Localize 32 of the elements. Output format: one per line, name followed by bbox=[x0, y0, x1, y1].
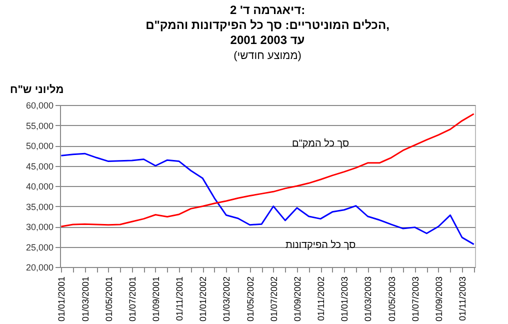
y-axis-title: מליוני ש"ח bbox=[10, 84, 64, 96]
y-tick-label: 50,000 bbox=[26, 141, 54, 151]
series-label: סך כל הפיקדונות bbox=[285, 238, 356, 251]
x-tick-label: 01/03/2003 bbox=[363, 276, 374, 322]
x-tick-label: 01/09/2001 bbox=[150, 276, 161, 322]
y-tick-label: 60,000 bbox=[26, 100, 54, 110]
y-tick-label: 25,000 bbox=[26, 242, 54, 252]
x-tick-label: 01/01/2001 bbox=[56, 276, 67, 322]
chart-subtitle: (ממוצע חודשי) bbox=[234, 50, 302, 62]
series-label: סך כל המק"ם bbox=[292, 138, 350, 150]
chart-title: דיאגרמה ד' 2: הכלים המוניטריים: סך כל הפיקדונות והמק"ם, 2001 עד 2003 bbox=[146, 3, 390, 47]
x-tick-label: 01/01/2002 bbox=[198, 276, 208, 322]
x-tick-label: 01/05/2001 bbox=[104, 276, 114, 322]
y-tick-label: 35,000 bbox=[26, 202, 54, 212]
x-tick-label: 01/01/2003 bbox=[340, 276, 350, 322]
y-tick-label: 40,000 bbox=[26, 182, 54, 192]
x-tick-label: 01/09/2002 bbox=[292, 276, 302, 322]
x-tick-label: 01/11/2001 bbox=[174, 276, 185, 321]
x-tick-label: 01/11/2002 bbox=[316, 276, 326, 321]
x-tick-label: 01/07/2001 bbox=[127, 276, 138, 322]
x-tick-label: 01/11/2003 bbox=[458, 276, 468, 321]
y-tick-label: 30,000 bbox=[26, 222, 54, 232]
y-tick-label: 20,000 bbox=[26, 262, 54, 272]
x-tick-label: 01/03/2002 bbox=[222, 276, 232, 322]
x-tick-label: 01/07/2003 bbox=[410, 276, 420, 322]
x-tick-label: 01/05/2002 bbox=[245, 276, 256, 322]
x-tick-label: 01/07/2002 bbox=[268, 276, 279, 322]
y-tick-label: 55,000 bbox=[26, 120, 54, 131]
y-tick-label: 45,000 bbox=[26, 161, 54, 172]
x-tick-label: 01/03/2001 bbox=[80, 276, 90, 322]
x-tick-label: 01/05/2003 bbox=[386, 276, 397, 322]
x-tick-label: 01/09/2003 bbox=[434, 276, 444, 322]
